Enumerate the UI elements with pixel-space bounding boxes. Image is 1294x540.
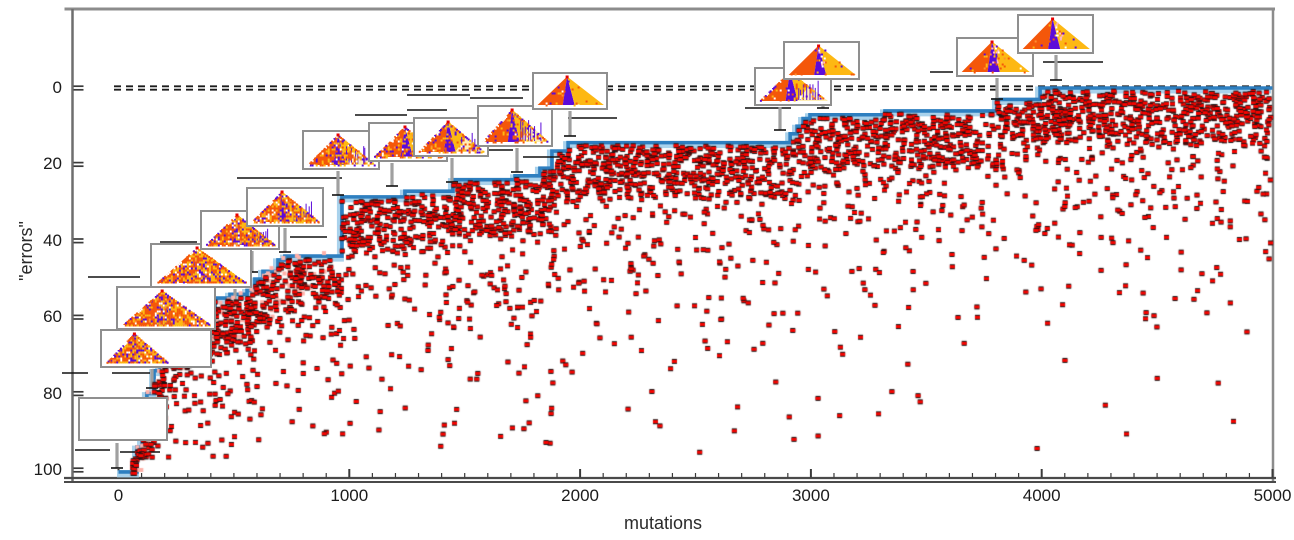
x-tick-label-5000: 5000: [1253, 486, 1292, 505]
evolved-triangle-image: [80, 399, 166, 439]
evolved-triangle-image: [785, 43, 858, 78]
evolved-triangle-image: [534, 74, 606, 108]
x-tick-label-4000: 4000: [1022, 486, 1061, 505]
evolved-triangle-image: [248, 189, 322, 225]
inset-thumbnail-4: [150, 243, 252, 288]
y-tick-label-0: 0: [52, 78, 62, 97]
inset-thumbnail-15: [1017, 14, 1094, 54]
y-tick-label-60: 60: [43, 307, 62, 327]
evolved-triangle-image: [152, 245, 250, 286]
x-tick-label-1000: 1000: [330, 486, 369, 505]
inset-thumbnail-1: [78, 397, 168, 441]
evolved-triangle-image: [1019, 16, 1092, 52]
y-tick-label-40: 40: [43, 230, 62, 250]
y-axis-title: "errors": [16, 221, 36, 281]
inset-thumbnail-7: [302, 130, 380, 170]
y-tick-label-100: 100: [33, 460, 62, 479]
inset-thumbnail-9: [413, 117, 489, 157]
evolved-triangle-image: [415, 119, 487, 155]
x-tick-label-0: 0: [113, 486, 124, 505]
evolved-triangle-image: [118, 288, 214, 328]
x-axis-title: mutations: [623, 513, 703, 533]
inset-thumbnail-10: [477, 105, 553, 147]
evolved-triangle-image: [479, 107, 551, 145]
x-tick-label-3000: 3000: [791, 486, 830, 505]
inset-thumbnail-3: [116, 286, 216, 330]
y-tick-label-20: 20: [43, 154, 62, 174]
evolved-triangle-image: [304, 132, 378, 168]
y-tick-label-80: 80: [43, 383, 62, 403]
inset-thumbnail-6: [246, 187, 324, 227]
evolved-triangle-image: [102, 331, 210, 366]
inset-thumbnail-13: [783, 41, 860, 80]
inset-thumbnail-2: [100, 329, 212, 368]
x-tick-label-2000: 2000: [561, 486, 599, 505]
inset-thumbnail-11: [532, 72, 608, 110]
